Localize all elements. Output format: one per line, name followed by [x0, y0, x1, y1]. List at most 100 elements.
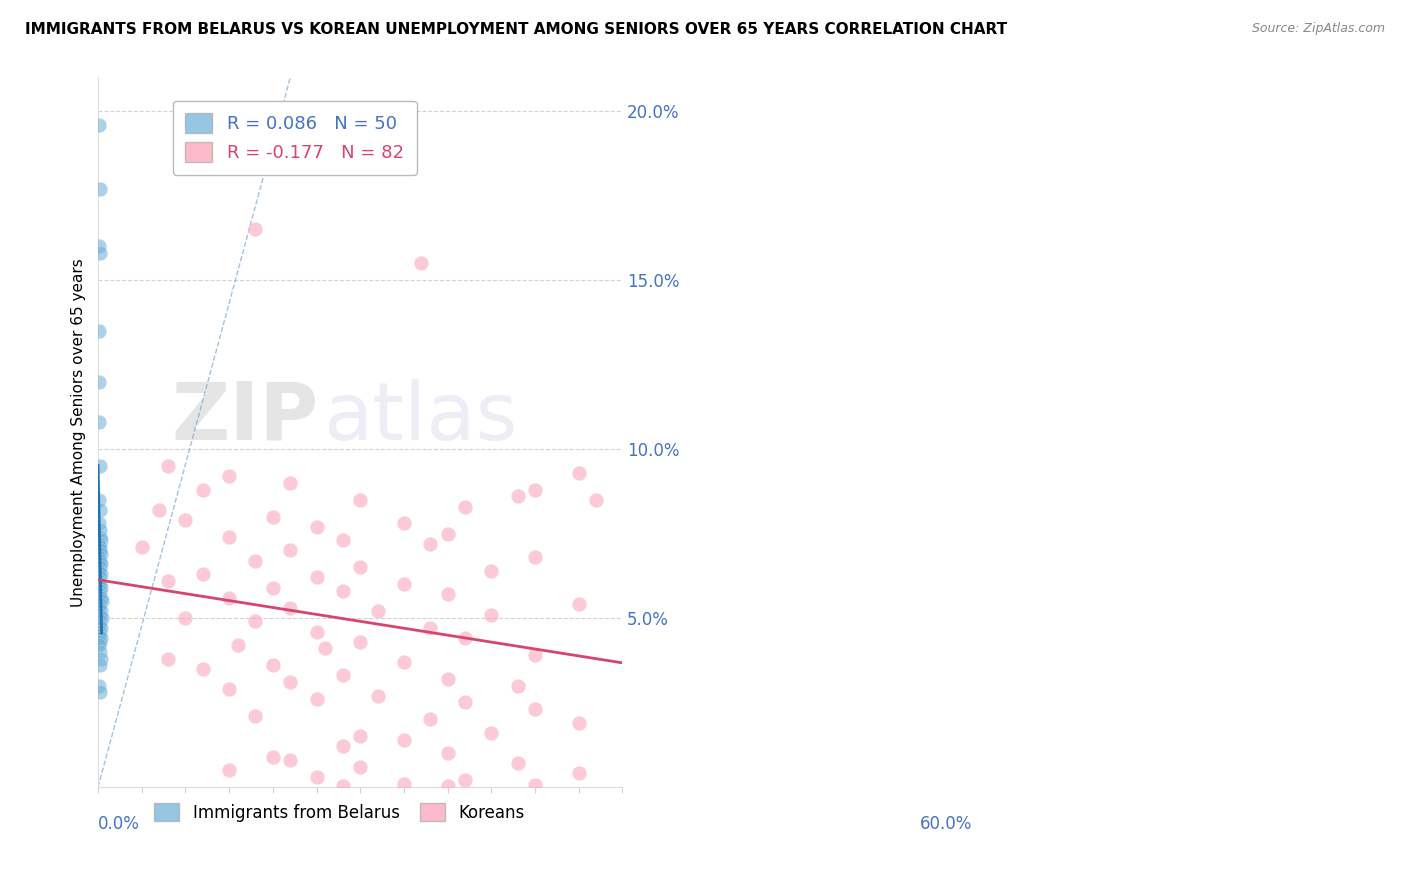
Point — [89, 543, 111, 558]
Point — [392, 776, 415, 790]
Point — [89, 503, 111, 517]
Text: IMMIGRANTS FROM BELARUS VS KOREAN UNEMPLOYMENT AMONG SENIORS OVER 65 YEARS CORRE: IMMIGRANTS FROM BELARUS VS KOREAN UNEMPL… — [25, 22, 1008, 37]
Point — [89, 607, 111, 622]
Point — [131, 540, 153, 554]
Point — [367, 689, 389, 703]
Point — [89, 530, 111, 544]
Point — [191, 662, 214, 676]
Point — [89, 458, 111, 473]
Point — [90, 611, 112, 625]
Point — [218, 763, 240, 777]
Point — [87, 564, 110, 578]
Point — [218, 469, 240, 483]
Point — [506, 756, 529, 771]
Point — [262, 658, 284, 673]
Text: Source: ZipAtlas.com: Source: ZipAtlas.com — [1251, 22, 1385, 36]
Point — [89, 645, 111, 659]
Point — [436, 526, 458, 541]
Point — [278, 475, 301, 490]
Point — [349, 560, 371, 574]
Point — [367, 604, 389, 618]
Point — [568, 598, 591, 612]
Point — [524, 648, 547, 662]
Point — [314, 641, 336, 656]
Point — [585, 492, 607, 507]
Text: 0.0%: 0.0% — [98, 815, 141, 833]
Point — [332, 739, 354, 754]
Point — [332, 668, 354, 682]
Point — [87, 492, 110, 507]
Point — [87, 600, 110, 615]
Point — [506, 489, 529, 503]
Point — [87, 239, 110, 253]
Text: atlas: atlas — [323, 379, 517, 457]
Point — [349, 492, 371, 507]
Point — [87, 324, 110, 338]
Point — [226, 638, 249, 652]
Y-axis label: Unemployment Among Seniors over 65 years: Unemployment Among Seniors over 65 years — [72, 258, 86, 607]
Point — [392, 577, 415, 591]
Point — [524, 483, 547, 497]
Point — [87, 679, 110, 693]
Point — [568, 466, 591, 480]
Point — [245, 553, 267, 567]
Point — [454, 500, 477, 514]
Point — [90, 594, 112, 608]
Point — [436, 587, 458, 601]
Point — [174, 513, 197, 527]
Point — [89, 685, 111, 699]
Point — [245, 615, 267, 629]
Point — [332, 533, 354, 548]
Point — [90, 632, 112, 646]
Legend: Immigrants from Belarus, Koreans: Immigrants from Belarus, Koreans — [148, 797, 531, 829]
Point — [89, 615, 111, 629]
Point — [419, 712, 441, 726]
Point — [89, 570, 111, 584]
Text: 60.0%: 60.0% — [920, 815, 972, 833]
Point — [524, 550, 547, 565]
Point — [90, 547, 112, 561]
Point — [454, 632, 477, 646]
Point — [87, 415, 110, 429]
Point — [89, 553, 111, 567]
Point — [454, 773, 477, 788]
Point — [349, 634, 371, 648]
Point — [524, 778, 547, 792]
Text: ZIP: ZIP — [172, 379, 318, 457]
Point — [87, 550, 110, 565]
Point — [392, 732, 415, 747]
Point — [262, 749, 284, 764]
Point — [87, 638, 110, 652]
Point — [174, 611, 197, 625]
Point — [191, 483, 214, 497]
Point — [89, 560, 111, 574]
Point — [156, 458, 179, 473]
Point — [89, 523, 111, 537]
Point — [419, 536, 441, 550]
Point — [90, 557, 112, 571]
Point — [305, 692, 328, 706]
Point — [89, 584, 111, 599]
Point — [392, 655, 415, 669]
Point — [262, 581, 284, 595]
Point — [411, 256, 433, 270]
Point — [436, 779, 458, 793]
Point — [90, 533, 112, 548]
Point — [305, 570, 328, 584]
Point — [278, 600, 301, 615]
Point — [90, 604, 112, 618]
Point — [191, 567, 214, 582]
Point — [506, 679, 529, 693]
Point — [89, 598, 111, 612]
Point — [305, 770, 328, 784]
Point — [479, 607, 502, 622]
Point — [87, 617, 110, 632]
Point — [349, 759, 371, 773]
Point — [90, 621, 112, 635]
Point — [89, 246, 111, 260]
Point — [278, 753, 301, 767]
Point — [332, 779, 354, 793]
Point — [568, 715, 591, 730]
Point — [89, 624, 111, 639]
Point — [332, 584, 354, 599]
